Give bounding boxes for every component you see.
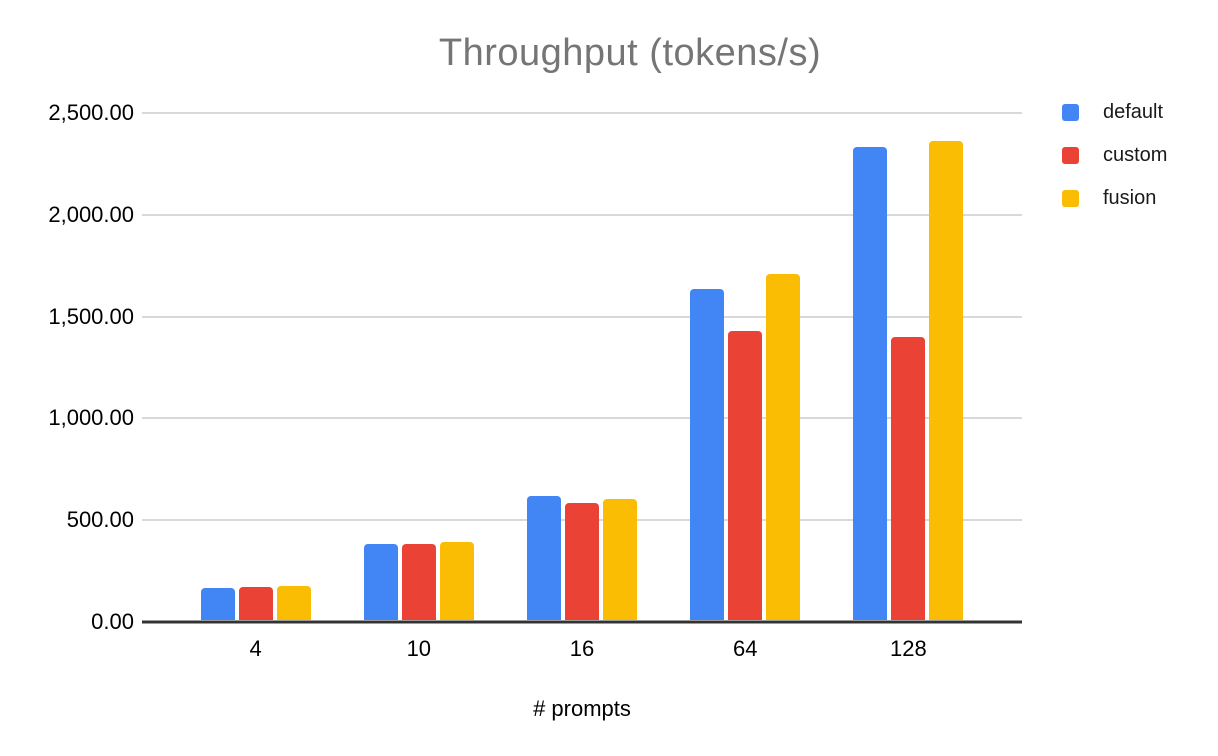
bar-custom-10	[401, 544, 436, 620]
legend-item-fusion: fusion	[1062, 187, 1167, 210]
bar-group-4	[174, 113, 337, 620]
y-axis-tick-label: 2,500.00	[48, 100, 134, 125]
x-category-label-10: 10	[406, 636, 432, 661]
bar-fusion-10	[439, 542, 474, 620]
bar-groups	[142, 113, 1022, 620]
gridline	[142, 112, 1022, 114]
legend-label-custom: custom	[1103, 144, 1168, 166]
legend-label-fusion: fusion	[1103, 187, 1157, 209]
gridline	[142, 417, 1022, 420]
x-axis-title: # prompts	[533, 696, 631, 721]
bar-fusion-4	[276, 585, 311, 620]
y-axis-labels: 0.00 500.00 1,000.00 1,500.00 2,000.00 2,500.…	[0, 100, 134, 634]
plot-area	[142, 112, 1022, 624]
legend-item-custom: custom	[1062, 144, 1167, 167]
bar-group-16	[500, 113, 663, 620]
x-category-label-64: 64	[732, 636, 758, 661]
x-category-label-4: 4	[249, 636, 262, 661]
y-axis-tick-label: 1,000.00	[48, 405, 134, 431]
bar-fusion-16	[603, 498, 637, 620]
legend: default custom fusion	[1062, 101, 1167, 210]
x-axis-line	[142, 620, 1022, 624]
bar-fusion-64	[766, 274, 801, 620]
gridline	[142, 315, 1022, 318]
legend-item-default: default	[1062, 101, 1167, 124]
chart-title: Throughput (tokens/s)	[438, 32, 822, 74]
legend-swatch-custom	[1062, 147, 1079, 164]
bar-group-64	[664, 113, 827, 620]
legend-label-default: default	[1103, 101, 1164, 123]
bar-custom-4	[238, 586, 273, 620]
x-category-label-16: 16	[569, 636, 595, 661]
bar-default-64	[690, 289, 725, 620]
bar-custom-64	[728, 331, 763, 620]
bar-custom-16	[565, 502, 599, 620]
legend-swatch-fusion	[1062, 190, 1079, 207]
x-axis-category-labels: 4 10 16 64 128	[142, 636, 1022, 662]
bar-group-10	[337, 113, 500, 620]
bar-default-4	[200, 587, 235, 620]
y-axis-tick-label: 1,500.00	[48, 303, 134, 329]
bar-default-16	[527, 495, 561, 620]
gridline	[142, 213, 1022, 216]
legend-swatch-default	[1062, 104, 1079, 121]
bar-custom-128	[891, 336, 926, 620]
y-axis-tick-label: 0.00	[91, 609, 134, 634]
bar-default-10	[363, 543, 398, 620]
y-axis-tick-label: 500.00	[66, 507, 134, 533]
x-category-label-128: 128	[890, 636, 927, 661]
bar-group-128	[827, 113, 990, 620]
bar-default-128	[853, 146, 888, 620]
y-axis-tick-label: 2,000.00	[48, 201, 134, 227]
bar-fusion-128	[929, 140, 964, 620]
